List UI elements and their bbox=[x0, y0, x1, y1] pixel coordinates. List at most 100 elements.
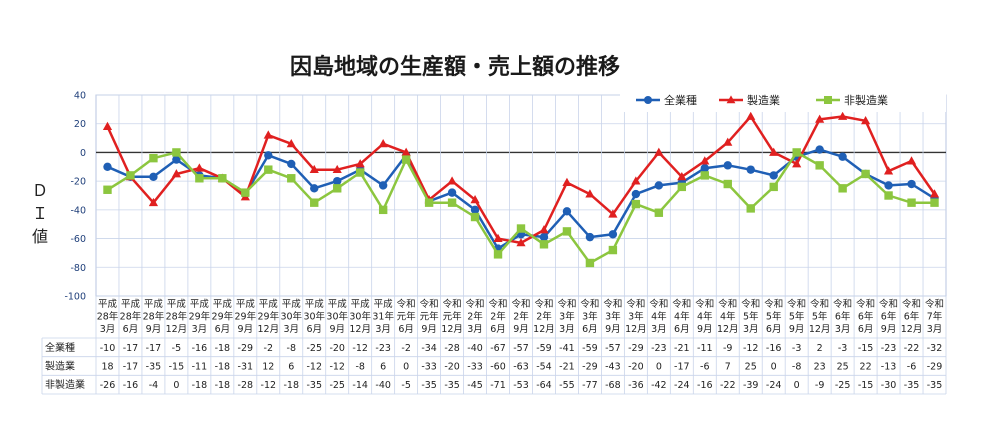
y-axis-label-char: Ｉ bbox=[32, 204, 48, 223]
legend-label: 非製造業 bbox=[844, 93, 888, 107]
data-point bbox=[562, 177, 572, 186]
y-tick-label: 0 bbox=[80, 148, 86, 159]
category-label: 9月 bbox=[605, 324, 621, 335]
category-label: 3月 bbox=[559, 324, 575, 335]
data-point bbox=[172, 148, 181, 157]
category-label: 平成 bbox=[374, 298, 394, 310]
category-label: 令和 bbox=[902, 298, 921, 310]
category-label: 令和 bbox=[718, 298, 737, 310]
table-cell: -8 bbox=[287, 343, 296, 354]
data-point bbox=[654, 208, 664, 217]
data-point bbox=[493, 250, 503, 259]
data-point bbox=[241, 188, 250, 197]
table-cell: -15 bbox=[169, 362, 185, 373]
category-label: 6年 bbox=[881, 311, 897, 323]
category-label: 令和 bbox=[397, 298, 416, 310]
category-label: 12月 bbox=[441, 324, 463, 335]
category-label: 12月 bbox=[901, 324, 923, 335]
category-label: 5年 bbox=[766, 311, 782, 323]
category-label: 6月 bbox=[582, 324, 598, 335]
category-label: 6月 bbox=[674, 324, 690, 335]
data-point bbox=[355, 168, 365, 177]
category-label: 令和 bbox=[856, 298, 875, 310]
table-cell: -29 bbox=[628, 343, 644, 354]
data-point bbox=[424, 198, 434, 207]
category-label: 9月 bbox=[238, 324, 254, 335]
table-cell: -24 bbox=[674, 380, 690, 391]
legend-background bbox=[620, 88, 946, 112]
table-cell: 25 bbox=[745, 362, 757, 373]
data-point bbox=[815, 145, 824, 154]
category-label: 令和 bbox=[580, 298, 599, 310]
table-cell: -2 bbox=[401, 343, 410, 354]
table-cell: -33 bbox=[421, 362, 437, 373]
data-point bbox=[287, 174, 296, 183]
table-cell: -59 bbox=[536, 343, 552, 354]
category-label: 5年 bbox=[743, 311, 759, 323]
category-label: 令和 bbox=[649, 298, 668, 310]
category-label: 6月 bbox=[858, 324, 874, 335]
table-cell: 22 bbox=[860, 362, 872, 373]
table-cell: -16 bbox=[123, 380, 139, 391]
data-point bbox=[310, 198, 319, 207]
data-point bbox=[470, 195, 480, 204]
table-cell: -35 bbox=[421, 380, 437, 391]
category-label: 3月 bbox=[467, 324, 483, 335]
data-point bbox=[103, 162, 112, 171]
category-label: 令和 bbox=[626, 298, 645, 310]
table-cell: -13 bbox=[881, 362, 897, 373]
y-tick-label: -80 bbox=[70, 263, 86, 274]
category-label: 3月 bbox=[283, 324, 299, 335]
table-cell: -20 bbox=[628, 362, 644, 373]
table-cell: 0 bbox=[771, 362, 777, 373]
data-point bbox=[838, 152, 847, 161]
table-cell: 0 bbox=[403, 362, 409, 373]
category-label: 30年 bbox=[303, 311, 325, 323]
category-label: 9月 bbox=[329, 324, 345, 335]
data-point bbox=[539, 225, 549, 234]
data-point bbox=[746, 165, 755, 174]
data-point bbox=[562, 207, 572, 216]
y-tick-label: -40 bbox=[70, 205, 86, 216]
data-point bbox=[677, 182, 687, 192]
category-label: 元年 bbox=[420, 311, 440, 323]
data-point bbox=[792, 148, 801, 157]
category-label: 令和 bbox=[695, 298, 714, 310]
table-cell: -36 bbox=[628, 380, 644, 391]
table-cell: -53 bbox=[513, 380, 529, 391]
data-point bbox=[677, 172, 687, 181]
category-label: 30年 bbox=[349, 311, 371, 323]
data-point bbox=[264, 165, 273, 174]
category-label: 3月 bbox=[835, 324, 851, 335]
table-cell: -18 bbox=[192, 380, 208, 391]
table-cell: -22 bbox=[904, 343, 920, 354]
data-point bbox=[172, 155, 181, 164]
y-tick-label: -100 bbox=[64, 292, 86, 303]
table-cell: -3 bbox=[792, 343, 801, 354]
category-label: 令和 bbox=[511, 298, 530, 310]
category-label: 4年 bbox=[720, 311, 736, 323]
category-label: 30年 bbox=[326, 311, 348, 323]
data-point bbox=[194, 163, 204, 172]
table-cell: -16 bbox=[766, 343, 782, 354]
table-cell: -41 bbox=[559, 343, 575, 354]
category-label: 6年 bbox=[835, 311, 851, 323]
table-cell: -25 bbox=[306, 343, 322, 354]
category-label: 9月 bbox=[421, 324, 437, 335]
data-point bbox=[447, 176, 457, 185]
category-label: 平成 bbox=[259, 298, 279, 310]
table-cell: -2 bbox=[264, 343, 273, 354]
category-label: 平成 bbox=[351, 298, 371, 310]
data-point bbox=[378, 139, 388, 148]
category-label: 4年 bbox=[697, 311, 713, 323]
table-cell: 7 bbox=[725, 362, 731, 373]
table-cell: 0 bbox=[794, 380, 800, 391]
data-point bbox=[608, 209, 618, 218]
data-point bbox=[332, 164, 342, 174]
category-label: 元年 bbox=[443, 311, 463, 323]
category-label: 令和 bbox=[787, 298, 806, 310]
category-label: 6月 bbox=[490, 324, 506, 335]
data-point bbox=[493, 233, 503, 242]
data-point bbox=[906, 156, 917, 165]
table-cell: -57 bbox=[513, 343, 529, 354]
